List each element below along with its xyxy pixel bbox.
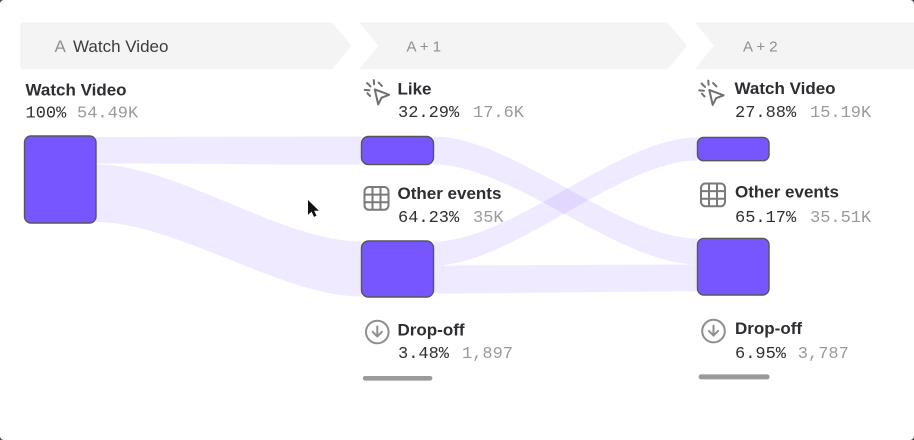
svg-text:100%: 100%	[26, 104, 68, 123]
svg-text:Other events: Other events	[398, 184, 502, 203]
svg-text:3.48%: 3.48%	[398, 345, 450, 364]
svg-text:Drop-off: Drop-off	[398, 320, 465, 339]
svg-text:6.95%: 6.95%	[735, 345, 787, 364]
svg-text:54.49K: 54.49K	[77, 104, 139, 123]
svg-text:Drop-off: Drop-off	[735, 319, 802, 338]
svg-text:Watch Video: Watch Video	[735, 79, 836, 98]
svg-text:A: A	[55, 37, 67, 56]
svg-text:32.29%: 32.29%	[398, 104, 460, 123]
svg-text:27.88%: 27.88%	[735, 104, 797, 123]
svg-text:17.6K: 17.6K	[473, 104, 525, 123]
svg-text:Watch Video: Watch Video	[26, 80, 127, 99]
svg-text:1,897: 1,897	[462, 345, 513, 364]
svg-text:3,787: 3,787	[798, 345, 849, 364]
svg-text:35K: 35K	[473, 209, 504, 228]
svg-text:64.23%: 64.23%	[398, 209, 460, 228]
svg-text:Like: Like	[398, 80, 432, 99]
svg-text:Other events: Other events	[735, 183, 839, 202]
svg-text:35.51K: 35.51K	[810, 209, 872, 228]
svg-text:A + 2: A + 2	[743, 39, 778, 56]
svg-text:65.17%: 65.17%	[735, 209, 797, 228]
svg-text:A + 1: A + 1	[407, 39, 442, 56]
svg-text:Watch Video: Watch Video	[73, 37, 168, 56]
svg-text:15.19K: 15.19K	[810, 104, 872, 123]
